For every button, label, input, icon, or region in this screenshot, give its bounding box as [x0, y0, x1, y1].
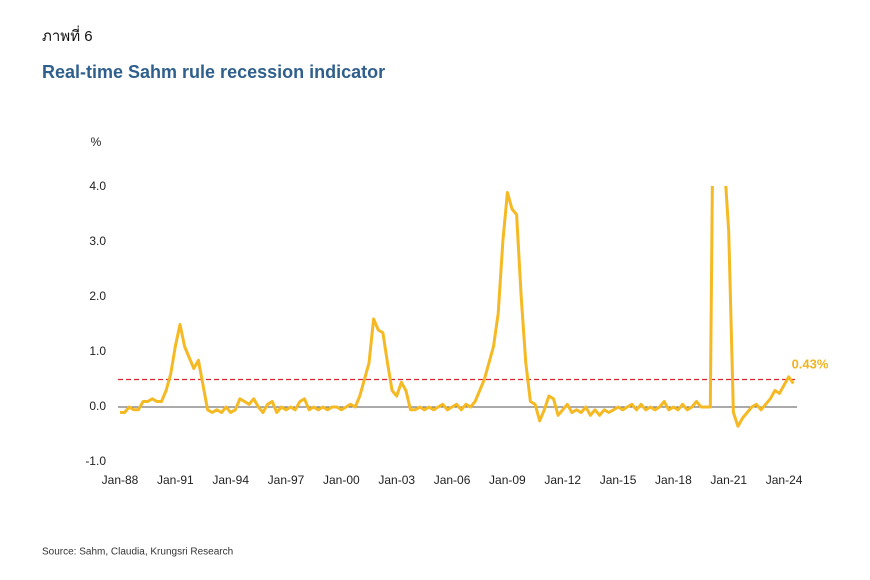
x-tick-label: Jan-12	[544, 473, 581, 487]
annotation: 0.43%	[792, 356, 829, 371]
y-tick-label: 0.0	[89, 399, 106, 413]
y-tick-label: -1.0	[85, 454, 106, 468]
x-tick-label: Jan-00	[323, 473, 360, 487]
x-tick-label: Jan-03	[378, 473, 415, 487]
x-tick-label: Jan-24	[766, 473, 803, 487]
x-tick-label: Jan-91	[157, 473, 194, 487]
x-tick-label: Jan-06	[434, 473, 471, 487]
y-tick-label: 1.0	[89, 344, 106, 358]
x-tick-label: Jan-21	[710, 473, 747, 487]
x-tick-label: Jan-18	[655, 473, 692, 487]
x-tick-label: Jan-09	[489, 473, 526, 487]
source: Source: Sahm, Claudia, Krungsri Research	[42, 547, 233, 558]
y-tick-label: 2.0	[89, 289, 106, 303]
figure-label: ภาพที่ 6	[42, 25, 93, 45]
data-line	[120, 186, 795, 428]
y-unit: %	[91, 135, 102, 149]
y-tick-label: 4.0	[89, 179, 106, 193]
x-tick-label: Jan-15	[600, 473, 637, 487]
y-tick-label: 3.0	[89, 234, 106, 248]
x-tick-label: Jan-88	[102, 473, 139, 487]
chart-title: Real-time Sahm rule recession indicator	[42, 62, 385, 82]
x-tick-label: Jan-97	[268, 473, 305, 487]
x-tick-label: Jan-94	[212, 473, 249, 487]
